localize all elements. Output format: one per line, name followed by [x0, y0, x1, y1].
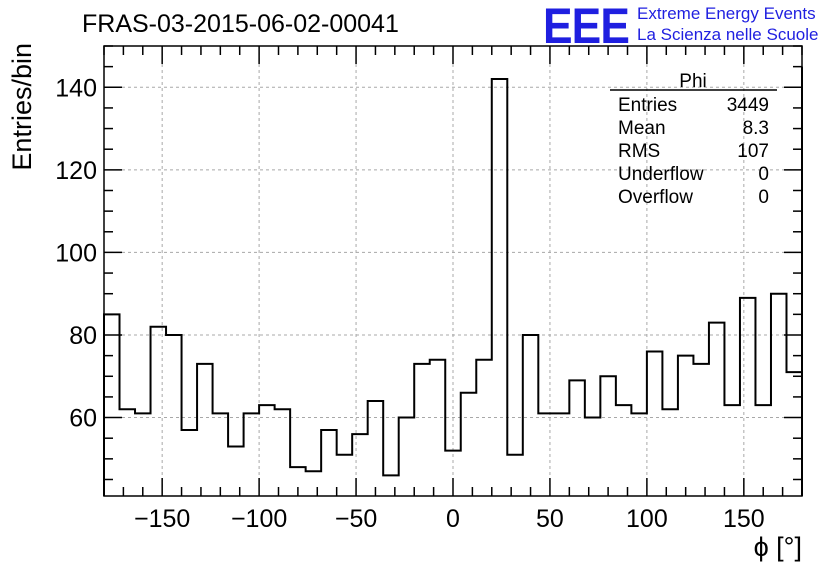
histogram-bin — [693, 364, 709, 496]
histogram-bin — [135, 413, 151, 496]
x-tick-label: 150 — [723, 505, 765, 533]
histogram-bin — [709, 323, 725, 496]
histogram-bin — [368, 401, 384, 496]
histogram-bin — [554, 413, 570, 496]
y-tick-label: 100 — [55, 239, 97, 267]
histogram-bin — [476, 360, 492, 496]
histogram-bin — [585, 418, 601, 496]
histogram-bin — [740, 298, 756, 496]
histogram-bin — [120, 409, 136, 496]
histogram-bin — [771, 294, 787, 496]
histogram-bin — [213, 413, 229, 496]
histogram-bin — [399, 418, 415, 496]
stats-row-label: Mean — [618, 118, 666, 139]
x-tick-label: −150 — [134, 505, 190, 533]
eee-logo: EEE — [543, 0, 629, 54]
stats-row-value: 3449 — [727, 95, 769, 116]
histogram-bin — [724, 405, 740, 496]
histogram-bin — [647, 352, 663, 496]
stats-row-value: 0 — [758, 164, 769, 185]
histogram-bin — [600, 376, 616, 496]
histogram-bin — [104, 314, 120, 496]
chart-title: FRAS-03-2015-06-02-00041 — [82, 10, 399, 38]
histogram-bin — [786, 372, 802, 496]
histogram-bin — [678, 356, 694, 496]
stats-row-value: 0 — [758, 187, 769, 208]
histogram-bin — [337, 455, 353, 496]
x-tick-label: −100 — [231, 505, 287, 533]
stats-row-value: 107 — [737, 141, 769, 162]
stats-row-label: Entries — [618, 95, 677, 116]
x-axis-label: ϕ [°] — [754, 532, 802, 562]
histogram-bin — [182, 430, 198, 496]
histogram-bin — [414, 364, 430, 496]
x-tick-label: 0 — [446, 505, 460, 533]
stats-row-label: Overflow — [618, 187, 693, 208]
y-tick-label: 60 — [69, 405, 97, 433]
stats-row-label: Underflow — [618, 164, 704, 185]
stats-row-label: RMS — [618, 141, 660, 162]
stats-rows: Entries 3449 Mean 8.3 RMS 107 Underflow 0 Overfl… — [618, 95, 769, 208]
y-tick-label: 140 — [55, 74, 97, 102]
histogram-bin — [430, 360, 446, 496]
grid — [104, 46, 802, 496]
histogram-line — [103, 66, 803, 496]
histogram-bin — [616, 405, 632, 496]
stats-box: Phi Entries 3449 Mean 8.3 RMS 107 Underflow 0 Ov… — [610, 71, 777, 208]
eee-logo-line1: Extreme Energy Events — [637, 4, 816, 23]
histogram-bin — [461, 393, 477, 496]
histogram-bin — [538, 413, 554, 496]
histogram-bin — [569, 380, 585, 496]
histogram-bin — [244, 413, 260, 496]
stats-row-value: 8.3 — [743, 118, 769, 139]
histogram-bin — [228, 446, 244, 496]
y-axis-label: Entries/bin — [7, 43, 37, 171]
axis-ticks — [103, 45, 803, 496]
histogram-bin — [352, 434, 368, 496]
histogram-bin — [507, 455, 523, 496]
histogram-bin — [383, 475, 399, 496]
histogram-bin — [151, 327, 167, 496]
x-tick-label: 50 — [536, 505, 564, 533]
histogram-bin — [166, 335, 182, 496]
eee-logo-line2: La Scienza nelle Scuole — [637, 25, 818, 44]
histogram-bin — [197, 364, 213, 496]
x-tick-label: −50 — [335, 505, 377, 533]
tick-labels: −150 −100 −50 0 50 100 150 60 80 100 120 140 — [55, 74, 764, 533]
histogram-bin — [306, 471, 322, 496]
histogram-bin — [631, 413, 647, 496]
histogram-bin — [321, 430, 337, 496]
x-tick-label: 100 — [626, 505, 668, 533]
histogram-bin — [492, 79, 508, 496]
histogram-bin — [755, 405, 771, 496]
y-tick-label: 80 — [69, 322, 97, 350]
y-tick-label: 120 — [55, 157, 97, 185]
histogram-bin — [275, 409, 291, 496]
histogram-bin — [662, 409, 678, 496]
histogram-bin — [523, 335, 539, 496]
stats-title: Phi — [679, 71, 706, 92]
histogram-bin — [259, 405, 275, 496]
